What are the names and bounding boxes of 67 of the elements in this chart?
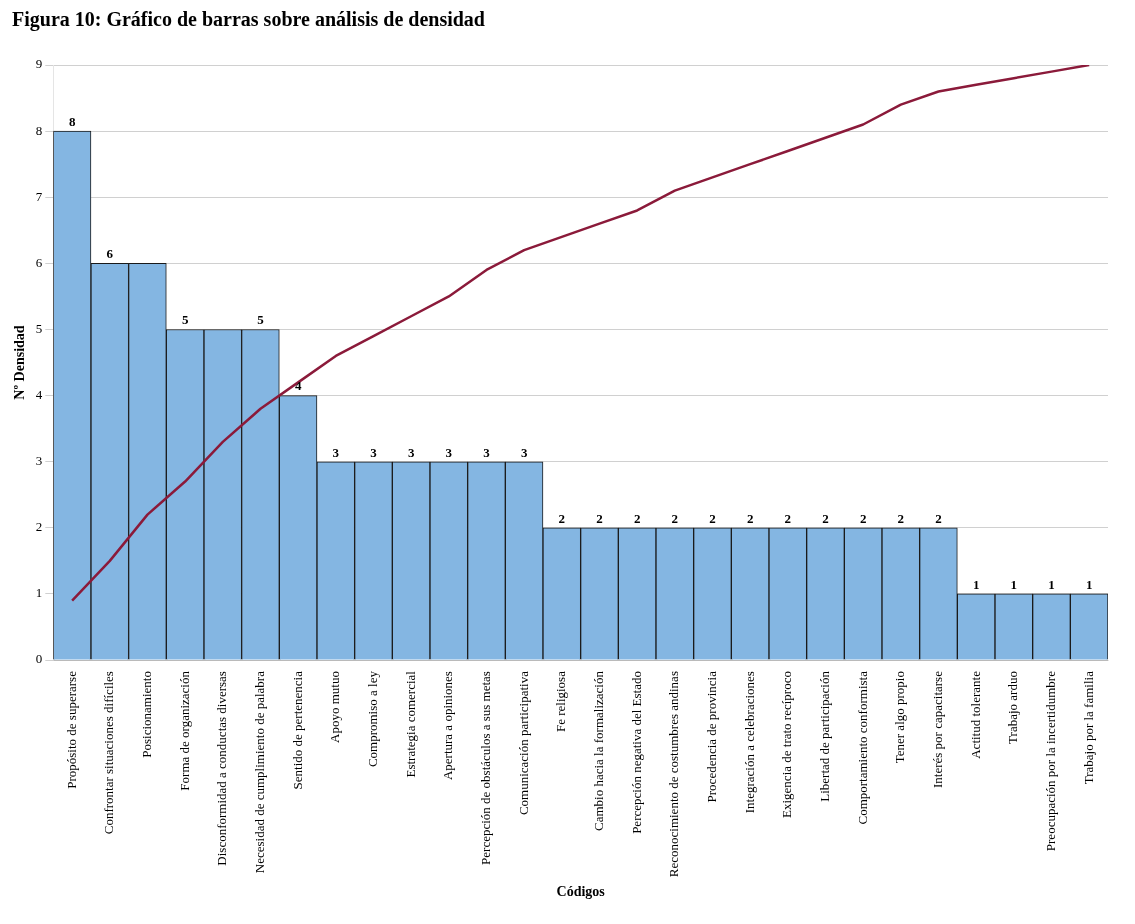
x-tick-label: Interés por capacitarse <box>929 670 945 788</box>
data-label: 2 <box>596 510 603 526</box>
data-label: 1 <box>1048 576 1055 592</box>
y-tick-label: 5 <box>35 320 43 336</box>
x-tick-label: Percepción negativa del Estado <box>628 671 644 834</box>
data-label: 3 <box>520 444 528 460</box>
x-tick-label: Integración a celebraciones <box>741 671 757 814</box>
x-tick-label: Trabajo arduo <box>1005 671 1021 744</box>
x-tick-label: Necesidad de cumplimiento de palabra <box>251 670 267 874</box>
x-tick-label: Libertad de participación <box>816 670 832 802</box>
y-tick-label: 6 <box>35 254 43 270</box>
x-tick-label: Comportamiento conformista <box>854 670 870 825</box>
data-label: 2 <box>784 510 792 526</box>
x-tick-label: Reconocimiento de costumbres andinas <box>666 671 682 878</box>
x-tick-label: Trabajo por la familia <box>1080 670 1096 785</box>
x-tick-label: Preocupación por la incertidumbre <box>1042 670 1058 852</box>
data-label: 2 <box>822 510 829 526</box>
data-label: 8 <box>68 113 76 129</box>
data-label: 3 <box>483 444 491 460</box>
y-tick-label: 0 <box>35 651 43 667</box>
x-tick-label: Procedencia de provincia <box>703 670 719 803</box>
data-label: 3 <box>445 444 453 460</box>
x-tick-label: Forma de organización <box>176 670 192 791</box>
x-tick-label: Posicionamiento <box>138 671 154 758</box>
x-tick-label: Propósito de superarse <box>63 670 79 789</box>
y-tick-label: 9 <box>35 56 43 72</box>
data-label: 1 <box>1085 576 1093 592</box>
y-tick-label: 8 <box>35 122 43 138</box>
x-tick-label: Exigencia de trato recíproco <box>779 671 795 818</box>
data-label: 2 <box>935 510 942 526</box>
y-tick-label: 1 <box>35 585 43 601</box>
x-tick-label: Comunicación participativa <box>515 670 531 816</box>
y-axis-title: Nº Densidad <box>12 325 28 400</box>
data-label: 5 <box>181 312 189 328</box>
data-label: 3 <box>332 444 340 460</box>
data-label: 1 <box>1010 576 1018 592</box>
chart-title: Figura 10: Gráfico de barras sobre análisis de densidad <box>12 8 486 31</box>
x-tick-label: Confrontar situaciones difíciles <box>101 671 117 835</box>
x-tick-label: Disconformidad a conductas diversas <box>214 671 230 866</box>
data-label: 3 <box>407 444 415 460</box>
y-tick-label: 3 <box>35 453 43 469</box>
x-tick-label: Compromiso a ley <box>364 670 380 768</box>
y-tick-label: 7 <box>35 188 43 204</box>
x-tick-label: Cambio hacia la formalización <box>590 670 606 831</box>
data-label: 2 <box>746 510 754 526</box>
data-label: 2 <box>633 510 641 526</box>
x-tick-label: Fe religiosa <box>553 670 569 733</box>
data-label: 2 <box>709 510 716 526</box>
x-tick-label: Tener algo propio <box>892 671 908 764</box>
x-tick-label: Apertura a opiniones <box>440 671 456 781</box>
x-tick-label: Estrategia comercial <box>402 670 418 778</box>
x-axis-title: Códigos <box>556 884 606 900</box>
x-tick-label: Apoyo mutuo <box>327 671 343 743</box>
data-label: 6 <box>106 246 114 262</box>
data-label: 1 <box>972 576 980 592</box>
y-tick-label: 4 <box>35 387 43 403</box>
data-label: 3 <box>370 444 378 460</box>
data-label: 2 <box>671 510 679 526</box>
data-label: 2 <box>558 510 566 526</box>
x-tick-label: Percepción de obstáculos a sus metas <box>477 671 493 865</box>
x-tick-label: Actitud tolerante <box>967 670 983 759</box>
data-label: 2 <box>859 510 867 526</box>
data-label: 4 <box>294 378 302 394</box>
data-label: 5 <box>257 312 265 328</box>
x-tick-label: Sentido de pertenencia <box>289 670 305 790</box>
y-tick-label: 2 <box>35 519 43 535</box>
data-label: 2 <box>897 510 905 526</box>
